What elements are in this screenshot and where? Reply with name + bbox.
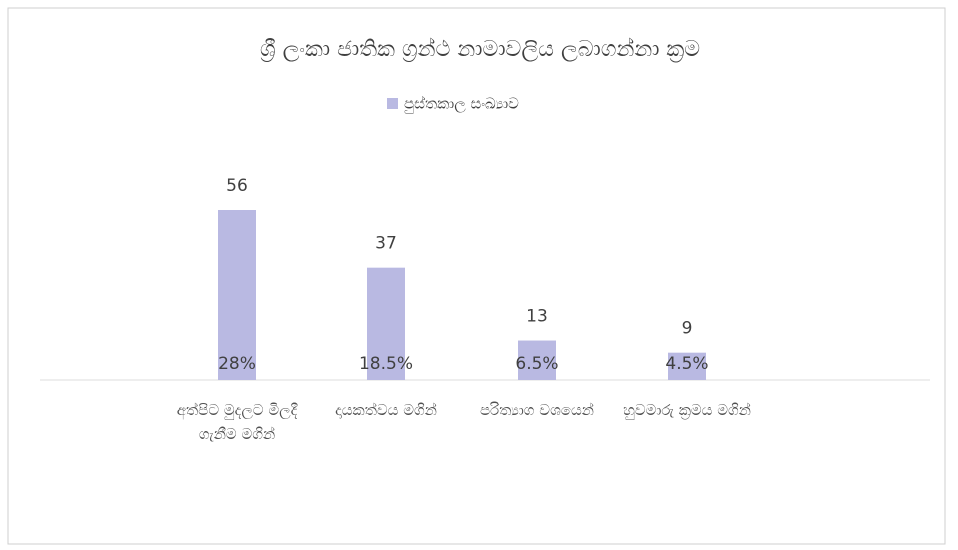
data-label: 56 — [226, 176, 248, 196]
legend-swatch — [387, 98, 398, 109]
bar — [518, 340, 556, 380]
bar — [668, 352, 706, 380]
x-tick-label: හුවමාරු ක්‍රමය මගින් — [623, 401, 751, 419]
data-label: 13 — [526, 307, 548, 327]
share-label: 18.5% — [359, 354, 413, 374]
chart-border — [7, 7, 946, 545]
share-label: 28% — [218, 354, 256, 374]
bar — [367, 267, 405, 380]
data-label: 37 — [375, 234, 397, 254]
x-tick-label: දායකත්වය මගින් — [335, 401, 437, 419]
share-label: 6.5% — [515, 354, 558, 374]
x-tick-label: අත්පිට මුදලට මිලදී ගැනීම මගින් — [176, 401, 298, 443]
bar — [218, 210, 256, 380]
x-tick-label: පරිත්‍යාග වශයෙන් — [480, 401, 594, 419]
data-label: 9 — [682, 319, 693, 339]
legend-label: පුස්තකාල සංඛ්‍යාව — [404, 94, 519, 113]
share-label: 4.5% — [665, 354, 708, 374]
chart-title: ශ්‍රී ලංකා ජාතික ග්‍රන්ථ නාමාවලිය ලබාගන්… — [260, 37, 700, 63]
